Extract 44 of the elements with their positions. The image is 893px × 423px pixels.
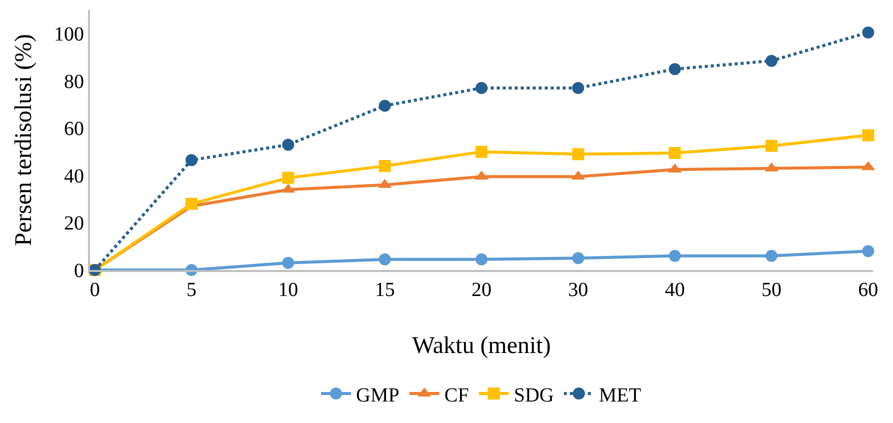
- point: [668, 63, 681, 76]
- x-tick-label: 30: [568, 279, 588, 301]
- x-tick-label: 40: [664, 279, 685, 301]
- point: [862, 245, 874, 258]
- point: [476, 82, 488, 94]
- point: [378, 100, 391, 112]
- x-tick-label: 60: [858, 279, 878, 301]
- point: [766, 140, 778, 152]
- x-tick-label: 15: [374, 279, 395, 301]
- point: [572, 148, 584, 160]
- point: [282, 172, 294, 184]
- x-tick-label: 5: [186, 279, 196, 301]
- point: [476, 146, 488, 158]
- point: [572, 82, 584, 94]
- point: [282, 138, 294, 151]
- point: [282, 256, 294, 269]
- x-axis-title: Waktu (menit): [412, 333, 551, 359]
- y-tick-label: 20: [64, 212, 84, 235]
- point: [572, 252, 584, 264]
- point: [186, 154, 198, 166]
- y-tick-label: 60: [64, 118, 84, 140]
- y-axis-title: Persen terdisolusi (%): [11, 34, 37, 246]
- x-tick-label: 0: [90, 279, 100, 301]
- y-tick-label: 80: [64, 70, 84, 93]
- legend-label: SDG: [514, 384, 554, 406]
- point: [766, 54, 778, 67]
- y-tick-label: 0: [74, 260, 84, 282]
- x-tick-label: 10: [278, 279, 298, 301]
- point: [476, 253, 488, 266]
- y-tick-label: 100: [54, 24, 84, 46]
- point: [668, 147, 681, 159]
- legend-label: CF: [444, 384, 469, 406]
- legend-label: GMP: [356, 384, 400, 406]
- point: [862, 129, 874, 142]
- point: [766, 250, 778, 262]
- point: [862, 26, 874, 38]
- legend-label: MET: [598, 384, 642, 406]
- x-tick-label: 20: [472, 279, 492, 301]
- x-tick-label: 50: [762, 279, 782, 301]
- point: [378, 253, 391, 266]
- point: [186, 198, 198, 210]
- point: [378, 160, 391, 172]
- y-tick-label: 40: [64, 165, 84, 188]
- point: [668, 250, 681, 262]
